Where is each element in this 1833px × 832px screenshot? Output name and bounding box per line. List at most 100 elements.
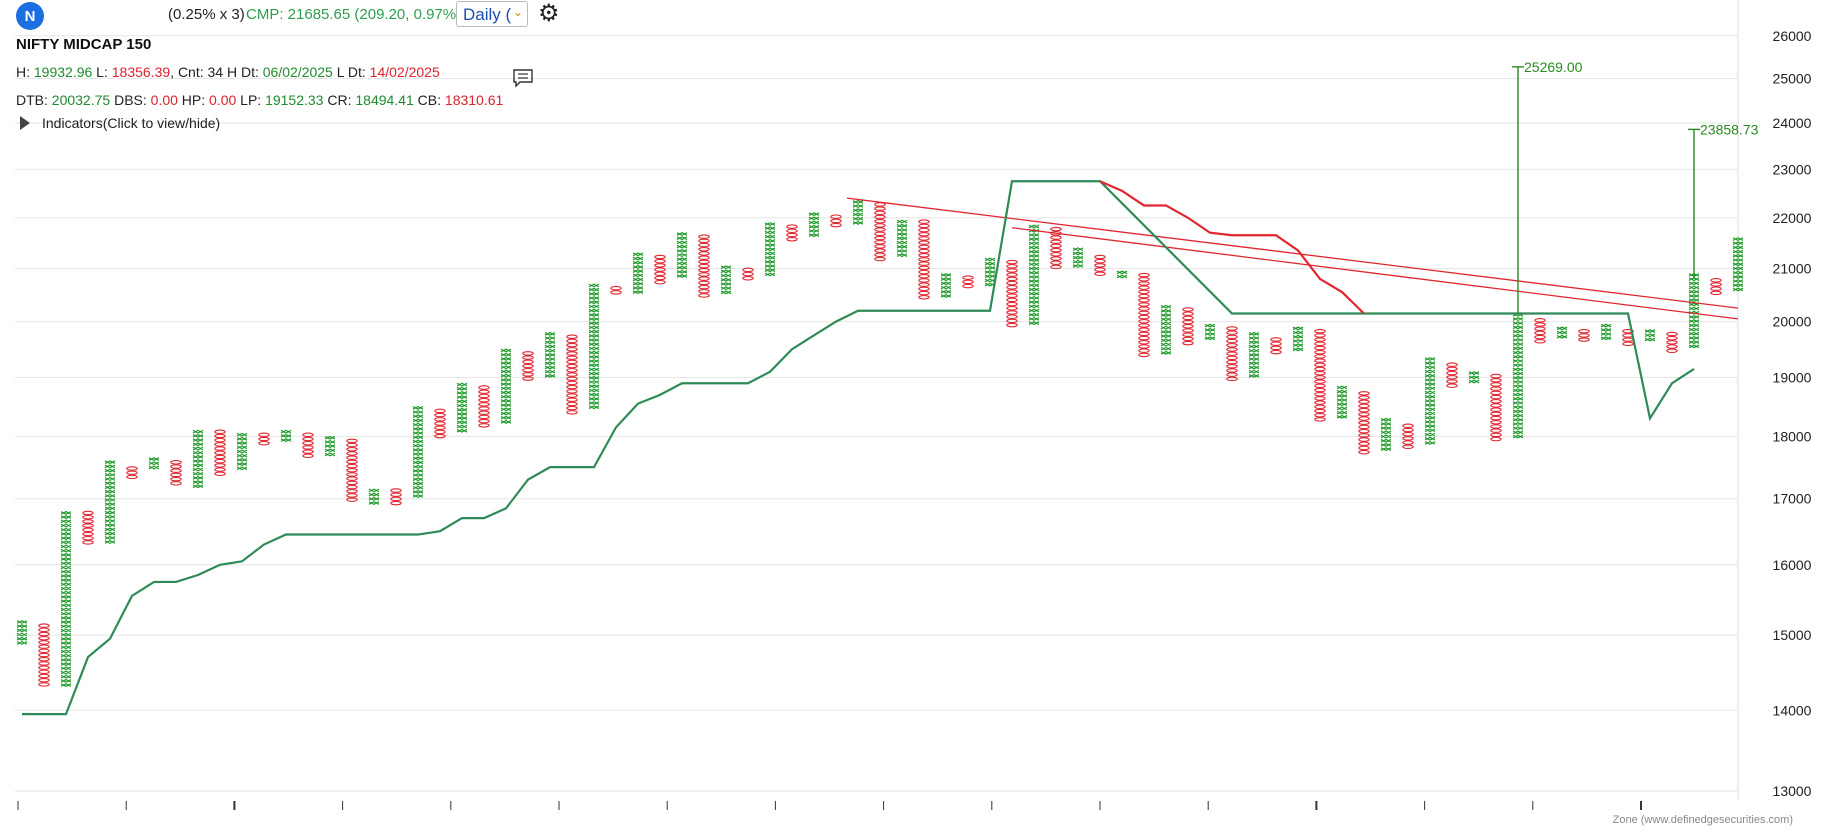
indicators-toggle[interactable]: Indicators(Click to view/hide) [20, 115, 220, 131]
x-box [544, 344, 556, 349]
x-box [588, 321, 600, 326]
o-box [346, 463, 358, 469]
x-box [588, 396, 600, 401]
o-box [1138, 293, 1150, 299]
x-box [1248, 357, 1260, 362]
gear-icon[interactable]: ⚙ [538, 0, 560, 27]
x-column [1380, 417, 1392, 452]
x-box [60, 670, 72, 675]
o-box [654, 254, 666, 260]
x-column [1732, 237, 1744, 292]
o-box [1226, 372, 1238, 377]
x-box [1248, 344, 1260, 349]
o-column [1094, 254, 1106, 277]
x-box [1600, 323, 1612, 328]
o-box [1094, 271, 1106, 277]
x-box [1556, 330, 1568, 335]
x-box [1688, 340, 1700, 345]
x-box [852, 212, 864, 217]
o-box [1358, 391, 1370, 396]
o-box [1578, 333, 1590, 338]
x-box [632, 290, 644, 295]
o-box [1314, 349, 1326, 355]
o-box [698, 267, 710, 273]
x-box [1424, 398, 1436, 403]
x-box [1028, 262, 1040, 267]
x-box [720, 273, 732, 278]
o-box [1358, 445, 1370, 451]
x-box [500, 365, 512, 370]
x-column [1424, 356, 1436, 445]
o-box [302, 453, 314, 459]
x-column [60, 510, 72, 688]
timeframe-select[interactable]: Daily ( ⌄ [456, 1, 528, 27]
o-box [434, 417, 446, 422]
o-box [698, 242, 710, 248]
comment-icon[interactable] [512, 68, 534, 88]
x-box [1028, 287, 1040, 292]
o-box [1490, 411, 1502, 417]
x-box [984, 261, 996, 266]
x-box [500, 411, 512, 416]
o-box [82, 514, 94, 520]
x-box [588, 325, 600, 330]
o-box [1490, 428, 1502, 433]
x-box [896, 248, 908, 253]
x-box [720, 265, 732, 270]
chart-toolbar: N (0.25% x 3) CMP: 21685.65 (209.20, 0.9… [0, 0, 1740, 30]
x-box [544, 365, 556, 370]
x-box [720, 277, 732, 282]
o-box [1402, 431, 1414, 437]
x-column [456, 382, 468, 433]
o-box [1138, 289, 1150, 295]
o-box [566, 368, 578, 373]
x-box [1292, 326, 1304, 331]
x-box [1468, 379, 1480, 384]
o-box [38, 648, 50, 654]
x-box [1600, 327, 1612, 332]
o-box [654, 258, 666, 264]
x-box [60, 565, 72, 570]
x-box [1072, 247, 1084, 252]
x-box [1160, 342, 1172, 347]
o-box [874, 210, 886, 216]
x-box [148, 457, 160, 462]
x-box [676, 240, 688, 245]
o-box [786, 224, 798, 229]
x-box [896, 219, 908, 224]
o-column [786, 224, 798, 242]
x-box [1028, 308, 1040, 313]
o-box [874, 206, 886, 211]
o-box [566, 359, 578, 365]
x-box [500, 382, 512, 387]
o-box [1534, 326, 1546, 331]
x-box [236, 457, 248, 462]
x-box [808, 212, 820, 217]
o-box [1270, 337, 1282, 342]
o-column [962, 275, 974, 289]
o-column [1490, 373, 1502, 442]
o-box [874, 252, 886, 258]
x-box [192, 454, 204, 459]
o-box [1182, 332, 1194, 337]
x-box [412, 473, 424, 478]
x-box [1512, 434, 1524, 439]
x-box [1028, 249, 1040, 254]
o-box [1314, 417, 1326, 422]
x-box [1160, 308, 1172, 313]
x-box [632, 269, 644, 274]
o-box [1006, 297, 1018, 303]
x-box [456, 424, 468, 429]
o-box [1138, 323, 1150, 328]
x-box [1732, 283, 1744, 288]
x-box [1292, 343, 1304, 348]
x-box [852, 204, 864, 209]
o-box [1358, 407, 1370, 413]
o-box [874, 218, 886, 224]
x-box [412, 422, 424, 427]
x-box [764, 268, 776, 273]
o-box [698, 246, 710, 252]
x-box [148, 461, 160, 466]
x-box [1512, 392, 1524, 397]
